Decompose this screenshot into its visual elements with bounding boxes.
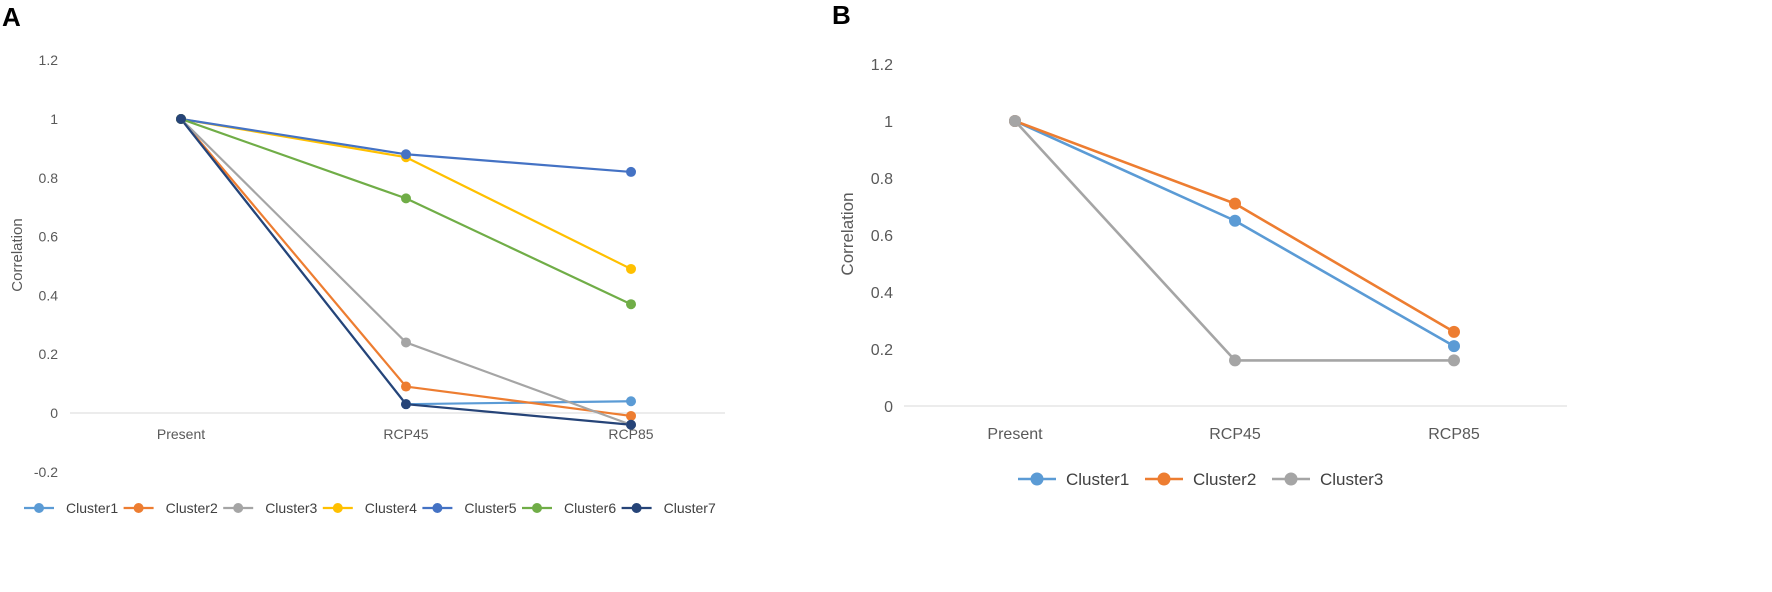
legend-label: Cluster1: [66, 500, 118, 516]
data-point-cluster3: [1229, 354, 1241, 367]
data-point-cluster5: [626, 166, 636, 177]
data-point-cluster3: [401, 337, 411, 348]
y-tick-label: 0.8: [871, 171, 893, 188]
y-tick-label: 0.2: [39, 346, 59, 362]
data-point-cluster3: [1009, 115, 1021, 127]
series-line-cluster2: [180, 118, 632, 418]
x-tick-label: RCP85: [608, 426, 653, 442]
series-line-cluster6: [180, 117, 632, 306]
data-point-cluster2: [1448, 325, 1460, 338]
x-tick-label: RCP85: [1428, 426, 1480, 443]
panel-label: A: [2, 2, 21, 32]
series-line-cluster1: [1014, 119, 1455, 348]
legend-marker: [1157, 472, 1171, 486]
legend-label: Cluster4: [365, 500, 417, 516]
data-point-cluster7: [176, 114, 186, 124]
y-tick-label: -0.2: [34, 464, 58, 480]
panel-b: B 0 0.2 0.4 0.6 0.8 1 1.2 Correlation Present RCP4…: [832, 0, 1567, 489]
data-point-cluster6: [626, 299, 636, 310]
legend-label: Cluster5: [464, 500, 516, 516]
y-tick-label: 0: [884, 399, 893, 416]
y-tick-label: 1: [884, 114, 893, 131]
y-tick-label: 0.6: [39, 229, 59, 245]
legend-label: Cluster2: [1193, 470, 1256, 489]
data-point-cluster3: [1448, 354, 1460, 367]
x-tick-label: RCP45: [383, 426, 428, 442]
legend-label: Cluster3: [265, 500, 317, 516]
data-point-cluster7: [626, 419, 636, 430]
legend-marker: [34, 503, 44, 513]
legend-label: Cluster7: [664, 500, 716, 516]
data-point-cluster2: [1229, 197, 1241, 210]
data-point-cluster2: [626, 410, 636, 421]
data-point-cluster2: [401, 381, 411, 392]
panel-label: B: [832, 0, 851, 30]
legend-label: Cluster1: [1066, 470, 1129, 489]
y-axis-title: Correlation: [9, 218, 26, 291]
legend-marker: [233, 503, 244, 513]
x-tick-label: Present: [157, 426, 205, 442]
y-tick-label: 0.6: [871, 228, 893, 245]
y-tick-label: 1.2: [39, 52, 59, 68]
series-line-cluster5: [180, 117, 632, 174]
data-point-cluster5: [401, 149, 411, 160]
legend-marker: [1284, 472, 1298, 486]
legend-marker: [532, 503, 542, 513]
legend-label: Cluster3: [1320, 470, 1383, 489]
data-point-cluster1: [1448, 340, 1460, 353]
series-line-cluster3: [1014, 120, 1454, 362]
y-tick-label: 1.2: [871, 57, 893, 74]
x-tick-label: Present: [987, 426, 1043, 443]
data-point-cluster6: [401, 193, 411, 204]
legend-label: Cluster6: [564, 500, 616, 516]
y-tick-label: 0.8: [39, 170, 59, 186]
x-tick-label: RCP45: [1209, 426, 1261, 443]
y-tick-label: 0.4: [871, 285, 893, 302]
y-tick-label: 0.4: [39, 287, 59, 303]
legend-marker: [332, 503, 343, 513]
y-axis-title: Correlation: [838, 192, 857, 275]
y-tick-label: 0: [50, 405, 58, 421]
legend-marker: [432, 503, 443, 513]
legend-label: Cluster2: [166, 500, 218, 516]
y-tick-label: 0.2: [871, 342, 893, 359]
panel-a: A -0.2 0 0.2 0.4 0.6 0.8 1 1.2 Correlation Present…: [2, 2, 725, 516]
legend-marker: [631, 503, 642, 513]
data-point-cluster7: [401, 399, 411, 410]
data-point-cluster4: [626, 263, 636, 274]
legend-marker: [133, 503, 144, 513]
y-tick-label: 1: [50, 111, 58, 127]
data-point-cluster1: [626, 396, 636, 407]
legend-marker: [1030, 472, 1044, 486]
data-point-cluster1: [1229, 214, 1241, 227]
